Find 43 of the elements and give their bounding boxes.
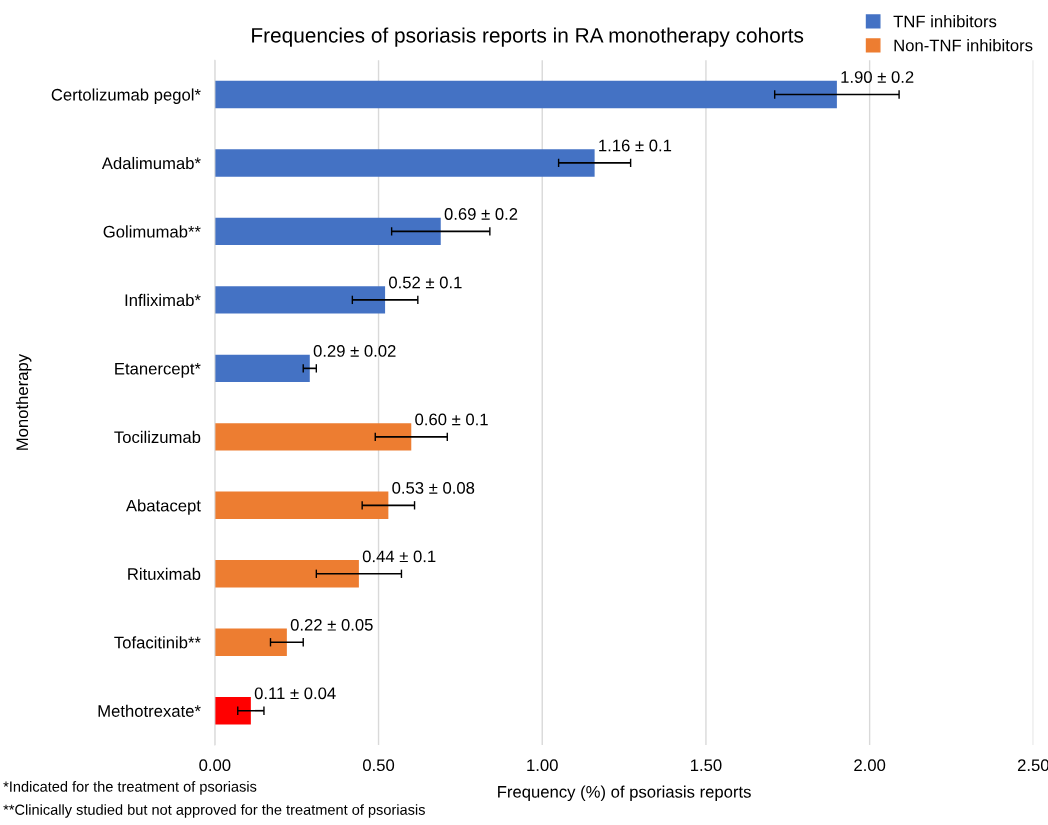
y-tick-label: Rituximab: [128, 567, 201, 580]
x-tick-label: 0.00: [199, 759, 231, 772]
bar: [214, 560, 359, 588]
bar: [214, 423, 412, 451]
text: *Indicated for the treatment of psoriasis: [3, 781, 257, 795]
bar: [214, 286, 386, 314]
data-label: 1.16 ± 0.1: [599, 139, 672, 152]
y-tick-label: Tocilizumab: [114, 430, 201, 444]
data-label: 0.29 ± 0.02: [313, 345, 396, 357]
y-tick-label: Adalimumab*: [101, 156, 201, 170]
y-tick-label: Etanercept*: [115, 362, 201, 378]
x-tick-label: 1.00: [527, 759, 558, 772]
chart-title: Frequencies of psoriasis reports in RA monotherapy cohorts: [252, 27, 804, 47]
data-label: 0.11 ± 0.04: [254, 687, 336, 700]
data-label: 1.90 ± 0.2: [841, 71, 914, 83]
text: **Clinically studied but not approved for the treatment of psoriasis: [3, 804, 425, 818]
y-tick-label: Certolizumab pegol*: [51, 88, 201, 104]
data-label: 0.52 ± 0.1: [389, 276, 462, 289]
x-tick-label: 1.50: [690, 759, 722, 772]
x-tick-label: 2.50: [1017, 759, 1048, 772]
data-label: 0.69 ± 0.2: [444, 208, 518, 220]
data-label: 0.60 ± 0.1: [415, 413, 488, 426]
y-tick-label: Golimumab**: [103, 225, 201, 238]
legend-label: TNF inhibitors: [893, 15, 997, 28]
legend-label: Non-TNF inhibitors: [894, 39, 1033, 52]
data-label: 0.53 ± 0.08: [392, 482, 475, 494]
y-tick-label: Methotrexate*: [98, 704, 201, 717]
y-tick-label: Abatacept: [125, 499, 201, 515]
bar: [214, 628, 287, 656]
y-tick-label: Tofacitinib**: [114, 636, 201, 649]
data-label: 0.22 ± 0.05: [290, 618, 373, 631]
y-tick-label: Infliximab*: [125, 293, 201, 307]
bar: [214, 149, 595, 177]
x-tick-label: 0.50: [362, 759, 395, 772]
y-axis-title: Monotherapy: [15, 353, 32, 450]
bar: [214, 354, 310, 383]
x-axis-title: Frequency (%) of psoriasis reports: [498, 785, 751, 802]
x-tick-label: 2.00: [854, 759, 886, 772]
bar: [214, 491, 389, 520]
bar: [214, 697, 251, 725]
bar: [214, 217, 441, 246]
bar: [214, 80, 837, 109]
data-label: 0.44 ± 0.1: [362, 550, 436, 563]
